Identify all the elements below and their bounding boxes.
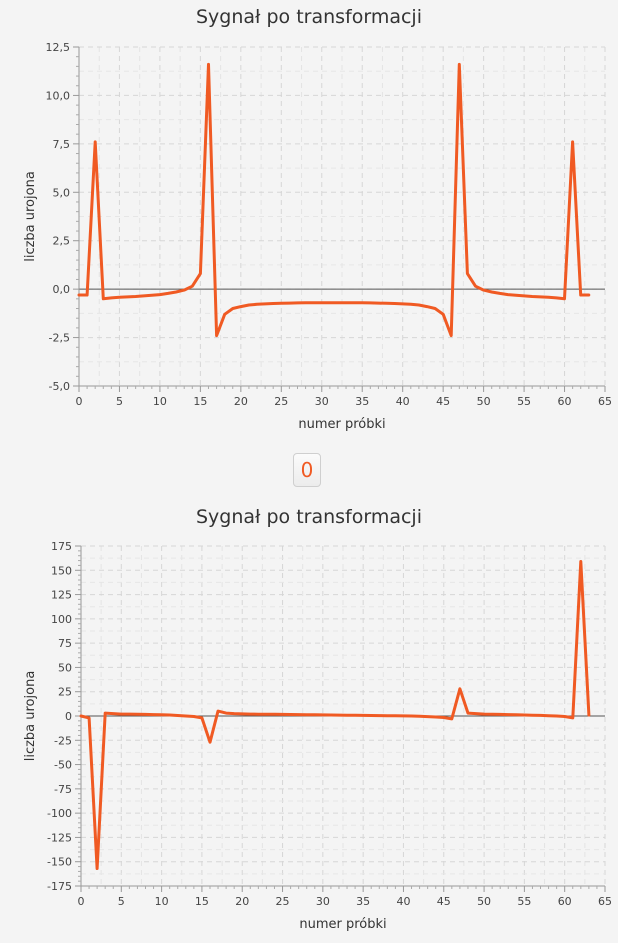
y-tick-label: 150: [51, 564, 72, 577]
toggle-button[interactable]: 0: [293, 453, 321, 487]
y-tick-label: 175: [51, 540, 72, 553]
x-tick-label: 50: [477, 395, 491, 408]
x-axis-label: numer próbki: [298, 417, 385, 432]
y-tick-label: 0,0: [53, 283, 71, 296]
x-tick-label: 15: [195, 895, 209, 908]
y-tick-label: 0: [65, 710, 72, 723]
x-tick-label: 0: [76, 395, 83, 408]
series-line: [79, 560, 591, 870]
x-tick-label: 30: [316, 895, 330, 908]
x-tick-label: 10: [153, 395, 167, 408]
y-tick-label: 75: [58, 637, 72, 650]
y-tick-label: -100: [47, 807, 72, 820]
x-tick-label: 20: [235, 895, 249, 908]
x-tick-label: 50: [477, 895, 491, 908]
x-tick-label: 30: [315, 395, 329, 408]
x-tick-label: 10: [155, 895, 169, 908]
x-tick-label: 65: [598, 895, 612, 908]
chart-1-plot: -5,0 -2,5 0,0 2,5 5,0 7,5 10,0 12,5 0 5 10 15 20 25 30…: [23, 41, 612, 432]
chart-title: Sygnał po transformacji: [195, 6, 422, 28]
x-tick-label: 60: [558, 895, 572, 908]
y-tick-label: 125: [51, 589, 72, 602]
x-tick-label: 0: [78, 895, 85, 908]
x-tick-label: 40: [396, 895, 410, 908]
x-tick-label: 65: [598, 395, 612, 408]
x-axis-label: numer próbki: [299, 917, 386, 932]
y-tick-label: -50: [54, 759, 72, 772]
y-tick-label: 50: [58, 661, 72, 674]
series-line: [77, 62, 591, 338]
y-tick-label: -25: [54, 734, 72, 747]
y-tick-label: -2,5: [49, 332, 70, 345]
y-tick-label: 25: [58, 686, 72, 699]
x-tick-label: 35: [355, 395, 369, 408]
y-tick-label: -75: [54, 783, 72, 796]
x-tick-label: 45: [437, 895, 451, 908]
x-tick-label: 40: [396, 395, 410, 408]
y-tick-label: 7,5: [53, 138, 71, 151]
y-tick-label: 100: [51, 613, 72, 626]
x-tick-label: 55: [517, 895, 531, 908]
chart-1: Sygnał po transformacji -5,0 -2,5 0,0 2,5 5,…: [0, 0, 618, 450]
y-tick-label: 10,0: [46, 89, 71, 102]
y-tick-label: -150: [47, 856, 72, 869]
x-tick-label: 25: [274, 395, 288, 408]
x-tick-label: 55: [517, 395, 531, 408]
y-tick-label: 5,0: [53, 186, 71, 199]
y-tick-label: -125: [47, 831, 72, 844]
y-tick-label: -175: [47, 880, 72, 893]
x-tick-label: 60: [558, 395, 572, 408]
y-tick-label: 12,5: [46, 41, 71, 54]
x-tick-label: 5: [118, 895, 125, 908]
x-tick-label: 15: [193, 395, 207, 408]
x-tick-label: 20: [234, 395, 248, 408]
x-tick-label: 35: [356, 895, 370, 908]
y-axis-label: liczba urojona: [23, 171, 38, 262]
y-tick-label: -5,0: [49, 380, 70, 393]
chart-title: Sygnał po transformacji: [195, 506, 422, 528]
x-tick-label: 5: [116, 395, 123, 408]
x-tick-label: 25: [276, 895, 290, 908]
y-axis-label: liczba urojona: [23, 671, 38, 762]
y-tick-label: 2,5: [53, 235, 71, 248]
x-tick-label: 45: [436, 395, 450, 408]
